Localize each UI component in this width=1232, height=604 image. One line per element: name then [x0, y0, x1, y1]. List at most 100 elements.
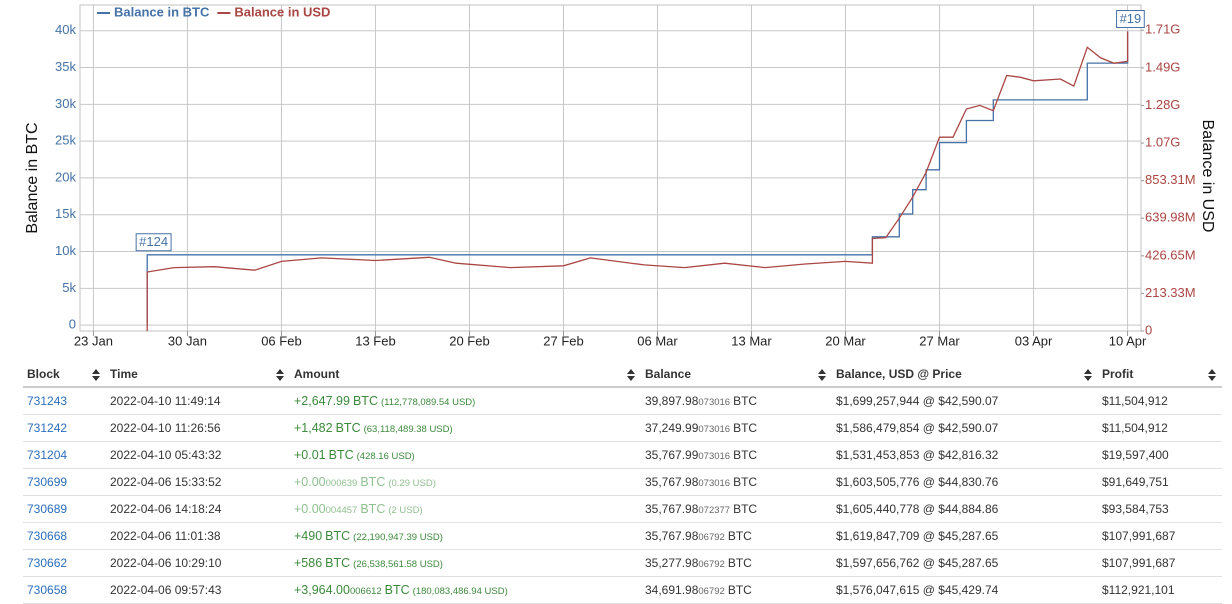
y-tick-label: 35k	[55, 59, 76, 74]
sort-icon[interactable]	[1084, 369, 1092, 381]
balance-value: 37,249.99	[645, 421, 699, 435]
amount-value: +0.00	[294, 502, 326, 516]
sort-icon[interactable]	[276, 369, 284, 381]
profit-cell: $11,504,912	[1098, 414, 1222, 442]
balance-cell: 35,277.9806792 BTC	[641, 549, 832, 577]
amount-usd: (428.16 USD)	[356, 451, 415, 462]
annotation: #19	[1116, 10, 1145, 29]
annotation: #124	[135, 233, 172, 252]
time-cell: 2022-04-10 05:43:32	[106, 441, 290, 469]
amount-unit: BTC	[325, 556, 351, 570]
balance-cell: 39,897.98073016 BTC	[641, 387, 832, 415]
block-cell: 731243	[23, 387, 106, 415]
profit-cell: $107,991,687	[1098, 522, 1222, 550]
column-title: Block	[27, 367, 60, 381]
sort-icon[interactable]	[1208, 369, 1216, 381]
time-cell: 2022-04-06 10:29:10	[106, 549, 290, 577]
block-link[interactable]: 731204	[27, 448, 68, 462]
balance-usd-cell: $1,619,847,709 @ $45,287.65	[832, 522, 1098, 550]
column-header[interactable]: Profit	[1098, 362, 1222, 388]
amount-cell: +586 BTC (26,538,561.58 USD)	[290, 549, 641, 577]
amount-unit: BTC	[352, 394, 378, 408]
balance-unit: BTC	[733, 502, 758, 516]
table-row: 730662 2022-04-06 10:29:10 +586 BTC (26,538,…	[23, 549, 1222, 577]
profit-cell: $93,584,753	[1098, 495, 1222, 523]
balance-unit: BTC	[733, 475, 758, 489]
amount-tail: 000639	[325, 478, 358, 489]
y2-tick-label: 213.33M	[1145, 285, 1196, 300]
table-row: 731243 2022-04-10 11:49:14 +2,647.99 BTC (11…	[23, 387, 1222, 415]
y2-tick-label: 1.71G	[1145, 22, 1180, 37]
y-tick-label: 25k	[55, 133, 76, 148]
annotation-box	[1116, 10, 1145, 29]
amount-cell: +490 BTC (22,190,947.39 USD)	[290, 522, 641, 550]
y2-axis-label: Balance in USD	[1199, 120, 1216, 233]
amount-cell: +0.00000639 BTC (0.29 USD)	[290, 468, 641, 496]
time-cell: 2022-04-06 15:33:52	[106, 468, 290, 496]
y-tick-label: 20k	[55, 169, 76, 184]
x-tick-label: 20 Mar	[825, 333, 866, 348]
column-header[interactable]: Time	[106, 362, 290, 388]
amount-unit: BTC	[335, 421, 361, 435]
balance-cell: 35,767.9806792 BTC	[641, 522, 832, 550]
column-header[interactable]: Block	[23, 362, 106, 388]
amount-value: +3,964.00	[294, 583, 350, 597]
block-cell: 730662	[23, 549, 106, 577]
annotation-text: #124	[139, 234, 168, 249]
header-row: Block Time Amount Balance Balance, USD @ Pri…	[23, 362, 1222, 388]
table-body: 731243 2022-04-10 11:49:14 +2,647.99 BTC (11…	[23, 387, 1222, 604]
amount-value: +0.00	[294, 475, 326, 489]
amount-value: +1,482	[294, 421, 333, 435]
time-cell: 2022-04-10 11:49:14	[106, 387, 290, 415]
balance-tail: 073016	[698, 397, 731, 408]
profit-cell: $19,597,400	[1098, 441, 1222, 469]
x-tick-label: 20 Feb	[449, 333, 489, 348]
table-row: 730699 2022-04-06 15:33:52 +0.00000639 BTC(…	[23, 468, 1222, 496]
block-cell: 730668	[23, 522, 106, 550]
amount-unit: BTC	[360, 502, 386, 516]
column-header[interactable]: Balance, USD @ Price	[832, 362, 1098, 388]
sort-icon[interactable]	[92, 369, 100, 381]
column-title: Time	[110, 367, 138, 381]
x-tick-label: 10 Apr	[1109, 333, 1147, 348]
table-row: 730689 2022-04-06 14:18:24 +0.00004457 BTC(…	[23, 495, 1222, 523]
balance-tail: 06792	[698, 532, 725, 543]
amount-usd: (112,778,089.54 USD)	[380, 397, 476, 408]
block-link[interactable]: 731243	[27, 394, 68, 408]
balance-value: 35,767.98	[645, 502, 699, 516]
x-tick-label: 30 Jan	[168, 333, 207, 348]
chart: 23 Jan 30 Jan 06 Feb 13 Feb 20 Feb 27 Feb 06 M…	[24, 4, 1216, 348]
y-tick-label: 15k	[55, 206, 76, 221]
block-cell: 731242	[23, 414, 106, 442]
legend-label: Balance in USD	[234, 4, 330, 19]
block-link[interactable]: 730662	[27, 556, 68, 570]
annotation-text: #19	[1120, 11, 1142, 26]
balance-usd-cell: $1,576,047,615 @ $45,429.74	[832, 576, 1098, 604]
balance-tail: 073016	[698, 478, 731, 489]
sort-icon[interactable]	[627, 369, 635, 381]
amount-cell: +1,482 BTC (63,118,489.38 USD)	[290, 414, 641, 442]
balance-unit: BTC	[727, 529, 752, 543]
block-link[interactable]: 730668	[27, 529, 68, 543]
block-link[interactable]: 730699	[27, 475, 68, 489]
x-tick-label: 06 Mar	[637, 333, 678, 348]
time-cell: 2022-04-06 14:18:24	[106, 495, 290, 523]
x-tick-label: 13 Feb	[355, 333, 395, 348]
balance-value: 35,277.98	[645, 556, 699, 570]
column-header[interactable]: Balance	[641, 362, 832, 388]
table-row: 731204 2022-04-10 05:43:32 +0.01 BTC (428.16…	[23, 441, 1222, 469]
balance-usd-cell: $1,603,505,776 @ $44,830.76	[832, 468, 1098, 496]
block-link[interactable]: 730658	[27, 583, 68, 597]
balance-cell: 35,767.99073016 BTC	[641, 441, 832, 469]
y-tick-label: 40k	[55, 22, 76, 37]
block-link[interactable]: 731242	[27, 421, 68, 435]
sort-icon[interactable]	[818, 369, 826, 381]
balance-usd-cell: $1,699,257,944 @ $42,590.07	[832, 387, 1098, 415]
amount-cell: +3,964.00006612 BTC (180,083,486.94 USD)	[290, 576, 641, 604]
profit-cell: $91,649,751	[1098, 468, 1222, 496]
amount-usd: (22,190,947.39 USD)	[353, 532, 443, 543]
amount-usd: (0.29 USD)	[388, 478, 436, 489]
column-header[interactable]: Amount	[290, 362, 641, 388]
block-link[interactable]: 730689	[27, 502, 68, 516]
